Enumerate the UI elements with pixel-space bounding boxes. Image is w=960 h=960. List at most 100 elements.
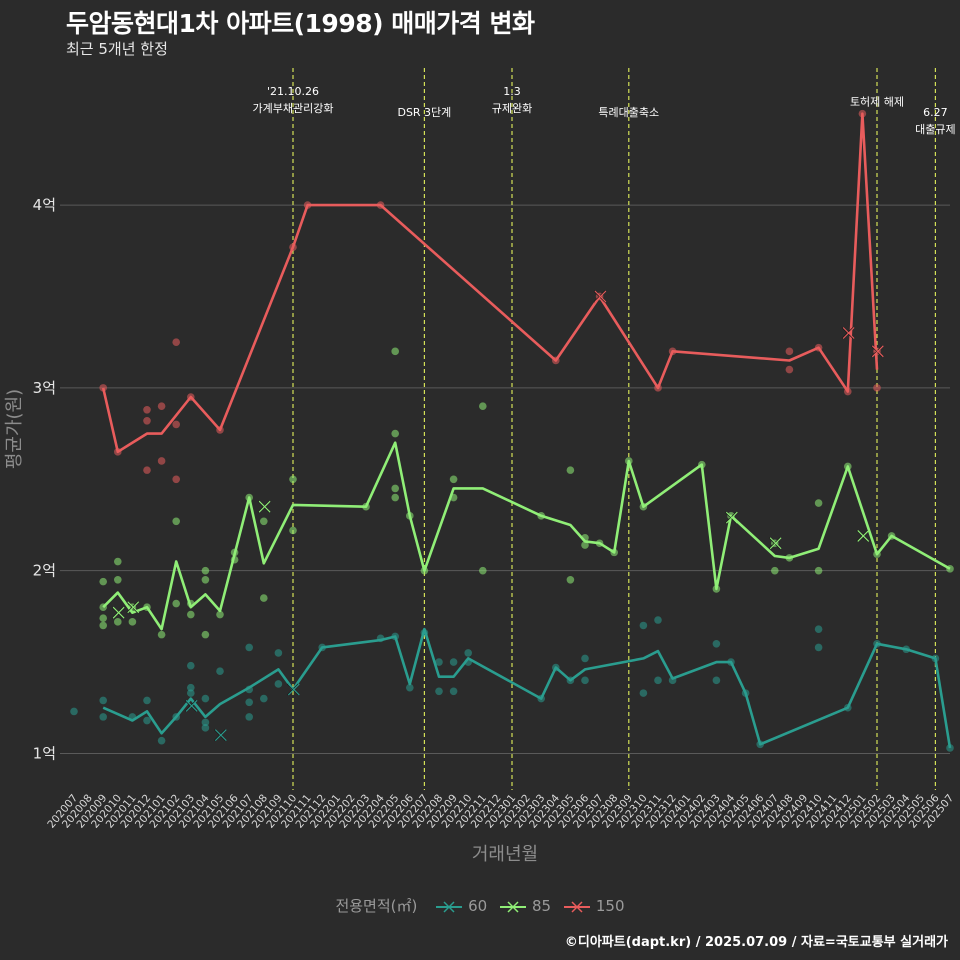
cross-marker xyxy=(856,529,869,542)
data-point xyxy=(566,466,575,474)
data-point xyxy=(201,718,210,727)
data-point xyxy=(639,621,648,630)
grid-lines xyxy=(60,204,950,754)
data-point xyxy=(172,517,180,526)
legend-label-150: 150 xyxy=(595,897,625,915)
data-point xyxy=(435,658,443,666)
data-point xyxy=(712,676,721,685)
cross-marker xyxy=(185,700,198,712)
data-point xyxy=(274,680,283,688)
y-tick-label: 2억 xyxy=(33,562,56,580)
data-point xyxy=(814,643,823,652)
y-axis-title: 평균가(원) xyxy=(4,389,25,469)
series-layer xyxy=(70,109,954,752)
data-point xyxy=(449,475,458,484)
data-point xyxy=(99,696,107,705)
data-point xyxy=(143,416,151,425)
data-point xyxy=(435,687,443,696)
axis-labels: 1억2억3억4억20200720200820200920201020201120… xyxy=(4,196,956,865)
data-point xyxy=(449,687,458,696)
cross-marker xyxy=(287,683,299,696)
cross-marker xyxy=(857,530,870,542)
data-point xyxy=(581,541,589,549)
event-label: 토허제 해제 xyxy=(850,95,904,109)
data-point xyxy=(391,484,400,493)
data-point xyxy=(712,639,721,648)
legend-key-150 xyxy=(563,900,590,913)
data-point xyxy=(172,338,180,346)
data-point xyxy=(479,566,487,575)
data-point xyxy=(260,517,268,526)
data-point xyxy=(172,420,180,429)
data-point xyxy=(201,724,210,732)
cross-marker xyxy=(725,511,738,524)
data-point xyxy=(873,384,881,392)
data-point xyxy=(99,713,107,721)
data-point xyxy=(391,493,400,502)
data-point xyxy=(143,406,151,414)
data-point xyxy=(639,689,648,697)
data-point xyxy=(654,616,662,624)
cross-marker xyxy=(258,500,271,513)
y-tick-label: 4억 xyxy=(33,196,56,214)
data-point xyxy=(274,649,283,657)
source-caption: ©디아파트(dapt.kr) / 2025.07.09 / 자료=국토교통부 실… xyxy=(564,935,948,950)
data-point xyxy=(654,676,662,685)
data-point xyxy=(114,575,122,584)
data-point xyxy=(114,618,122,626)
cross-marker xyxy=(841,327,854,340)
data-point xyxy=(289,526,297,535)
data-point xyxy=(566,575,575,584)
cross-marker xyxy=(871,345,884,358)
data-point xyxy=(201,566,210,575)
series-85 xyxy=(99,347,954,639)
cross-marker xyxy=(111,606,124,619)
data-point xyxy=(814,625,823,633)
event-label: 특례대출축소 xyxy=(598,106,659,119)
cross-marker xyxy=(112,606,125,619)
legend-item-150: 150 xyxy=(563,897,625,915)
data-point xyxy=(245,643,253,652)
data-point xyxy=(99,621,107,630)
legend: 전용면적(㎡) 60 85 150 xyxy=(0,895,960,916)
legend-label-60: 60 xyxy=(468,897,488,915)
cross-marker xyxy=(769,537,782,550)
data-point xyxy=(581,676,589,685)
data-point xyxy=(172,475,180,484)
series-line xyxy=(101,112,879,454)
data-point xyxy=(245,713,253,721)
data-point xyxy=(391,429,400,438)
data-point xyxy=(289,475,297,484)
cross-marker xyxy=(127,601,140,614)
series-60 xyxy=(70,616,954,752)
legend-key-85 xyxy=(500,900,527,913)
data-point xyxy=(814,566,823,575)
cross-marker xyxy=(214,729,226,742)
data-point xyxy=(201,575,210,584)
chart-title: 두암동현대1차 아파트(1998) 매매가격 변화 xyxy=(66,9,535,38)
data-point xyxy=(187,610,195,619)
series-line xyxy=(102,441,951,631)
event-label: 6.27 xyxy=(923,106,948,119)
data-point xyxy=(785,365,794,374)
data-point xyxy=(479,402,487,410)
cross-marker xyxy=(594,290,607,303)
cross-marker xyxy=(214,729,227,742)
data-point xyxy=(785,347,794,356)
cross-marker xyxy=(842,327,855,339)
data-point xyxy=(187,661,195,670)
cross-marker xyxy=(871,345,883,358)
data-point xyxy=(201,694,210,703)
cross-marker xyxy=(184,699,197,712)
cross-marker xyxy=(725,511,737,524)
legend-key-60 xyxy=(436,900,463,913)
data-point xyxy=(771,566,779,575)
legend-label-85: 85 xyxy=(532,897,552,915)
data-point xyxy=(187,683,195,692)
data-point xyxy=(143,696,151,705)
data-point xyxy=(201,630,210,639)
event-label: DSR 3단계 xyxy=(397,106,451,119)
event-lines: '21.10.26 가계부채관리강화 DSR 3단계 1.3 규제완화 특례대출축소 토허제… xyxy=(253,68,956,790)
